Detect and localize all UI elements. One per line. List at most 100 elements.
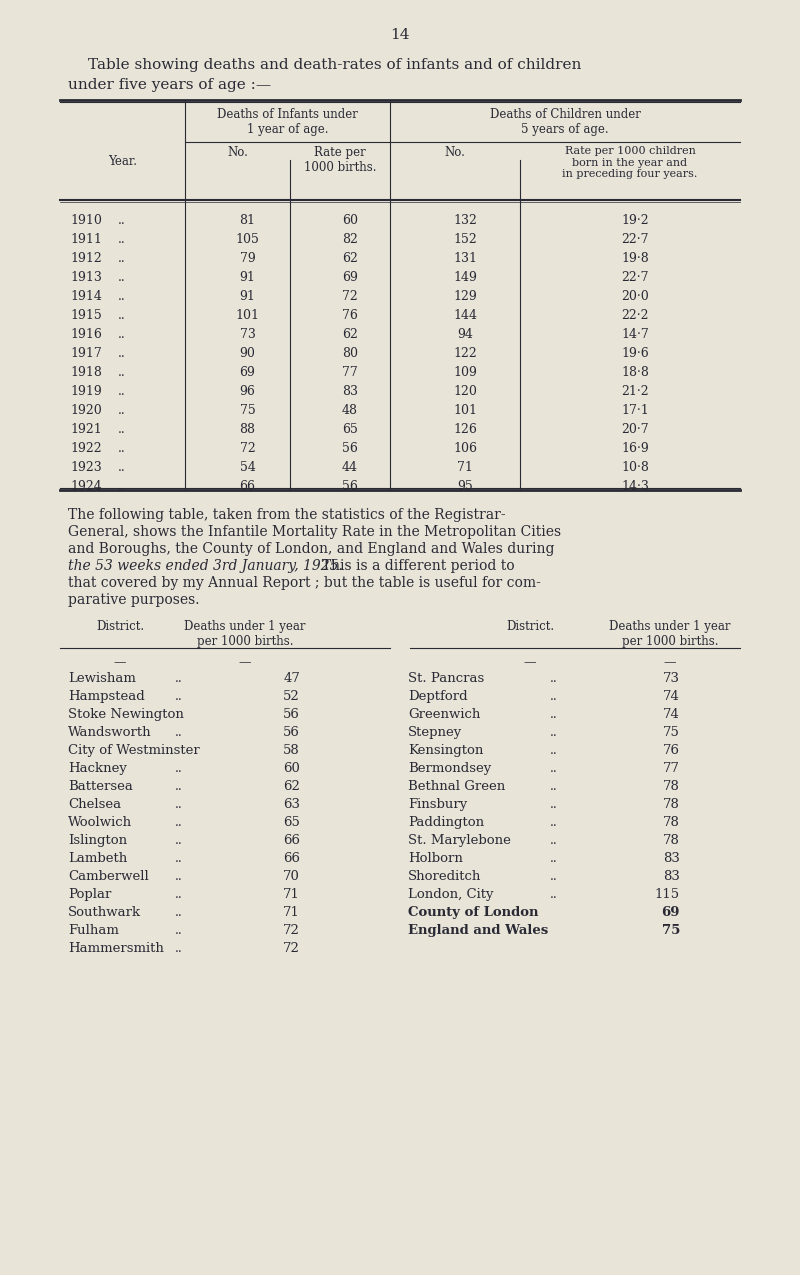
Text: 129: 129 (453, 289, 477, 303)
Text: 1919: 1919 (70, 385, 102, 398)
Text: 83: 83 (663, 852, 680, 864)
Text: England and Wales: England and Wales (408, 924, 548, 937)
Text: 69: 69 (342, 272, 358, 284)
Text: Deaths of Children under
5 years of age.: Deaths of Children under 5 years of age. (490, 108, 641, 136)
Text: ..: .. (118, 385, 126, 398)
Text: 62: 62 (342, 328, 358, 340)
Text: Islington: Islington (68, 834, 127, 847)
Text: 105: 105 (235, 233, 259, 246)
Text: 56: 56 (342, 479, 358, 493)
Text: Finsbury: Finsbury (408, 798, 467, 811)
Text: 82: 82 (342, 233, 358, 246)
Text: Stoke Newington: Stoke Newington (68, 708, 184, 720)
Text: ..: .. (175, 816, 182, 829)
Text: 75: 75 (663, 725, 680, 739)
Text: Hackney: Hackney (68, 762, 127, 775)
Text: 56: 56 (342, 442, 358, 455)
Text: 74: 74 (663, 708, 680, 720)
Text: ..: .. (175, 780, 182, 793)
Text: 1910: 1910 (70, 214, 102, 227)
Text: Fulham: Fulham (68, 924, 119, 937)
Text: Southwark: Southwark (68, 907, 141, 919)
Text: ..: .. (175, 725, 182, 739)
Text: No.: No. (445, 147, 466, 159)
Text: 79: 79 (240, 252, 255, 265)
Text: 58: 58 (283, 745, 300, 757)
Text: Table showing deaths and death-rates of infants and of children: Table showing deaths and death-rates of … (88, 57, 582, 71)
Text: ..: .. (118, 272, 126, 284)
Text: 144: 144 (453, 309, 477, 323)
Text: 19·2: 19·2 (621, 214, 649, 227)
Text: 101: 101 (453, 404, 477, 417)
Text: ..: .. (550, 725, 558, 739)
Text: 19·8: 19·8 (621, 252, 649, 265)
Text: Stepney: Stepney (408, 725, 462, 739)
Text: Deaths under 1 year
per 1000 births.: Deaths under 1 year per 1000 births. (184, 620, 306, 648)
Text: Greenwich: Greenwich (408, 708, 480, 720)
Text: 1920: 1920 (70, 404, 102, 417)
Text: ..: .. (118, 252, 126, 265)
Text: Lambeth: Lambeth (68, 852, 127, 864)
Text: 91: 91 (239, 289, 255, 303)
Text: 60: 60 (283, 762, 300, 775)
Text: 60: 60 (342, 214, 358, 227)
Text: 20·7: 20·7 (621, 423, 649, 436)
Text: Holborn: Holborn (408, 852, 463, 864)
Text: ..: .. (550, 762, 558, 775)
Text: ..: .. (118, 309, 126, 323)
Text: 70: 70 (283, 870, 300, 884)
Text: Woolwich: Woolwich (68, 816, 132, 829)
Text: 1912: 1912 (70, 252, 102, 265)
Text: 1911: 1911 (70, 233, 102, 246)
Text: London, City: London, City (408, 887, 494, 901)
Text: 101: 101 (235, 309, 259, 323)
Text: The following table, taken from the statistics of the Registrar-: The following table, taken from the stat… (68, 507, 506, 521)
Text: 90: 90 (239, 347, 255, 360)
Text: 95: 95 (457, 479, 473, 493)
Text: ..: .. (550, 708, 558, 720)
Text: 126: 126 (453, 423, 477, 436)
Text: 1914: 1914 (70, 289, 102, 303)
Text: Lewisham: Lewisham (68, 672, 136, 685)
Text: ..: .. (118, 233, 126, 246)
Text: General, shows the Infantile Mortality Rate in the Metropolitan Cities: General, shows the Infantile Mortality R… (68, 525, 561, 539)
Text: 88: 88 (239, 423, 255, 436)
Text: 14·7: 14·7 (621, 328, 649, 340)
Text: Poplar: Poplar (68, 887, 111, 901)
Text: ..: .. (175, 762, 182, 775)
Text: ..: .. (118, 366, 126, 379)
Text: 1923: 1923 (70, 462, 102, 474)
Text: County of London: County of London (408, 907, 538, 919)
Text: 72: 72 (283, 924, 300, 937)
Text: 56: 56 (283, 708, 300, 720)
Text: 54: 54 (239, 462, 255, 474)
Text: Year.: Year. (108, 156, 137, 168)
Text: 10·8: 10·8 (621, 462, 649, 474)
Text: ..: .. (175, 690, 182, 703)
Text: Rate per 1000 children
born in the year and
in preceding four years.: Rate per 1000 children born in the year … (562, 147, 698, 180)
Text: 115: 115 (655, 887, 680, 901)
Text: 66: 66 (283, 852, 300, 864)
Text: 1915: 1915 (70, 309, 102, 323)
Text: 1916: 1916 (70, 328, 102, 340)
Text: Battersea: Battersea (68, 780, 133, 793)
Text: and Boroughs, the County of London, and England and Wales during: and Boroughs, the County of London, and … (68, 542, 554, 556)
Text: ..: .. (550, 672, 558, 685)
Text: 1917: 1917 (70, 347, 102, 360)
Text: 48: 48 (342, 404, 358, 417)
Text: 75: 75 (662, 924, 680, 937)
Text: 83: 83 (342, 385, 358, 398)
Text: ..: .. (118, 328, 126, 340)
Text: Bethnal Green: Bethnal Green (408, 780, 506, 793)
Text: 96: 96 (239, 385, 255, 398)
Text: 14: 14 (390, 28, 410, 42)
Text: 63: 63 (283, 798, 300, 811)
Text: Deptford: Deptford (408, 690, 468, 703)
Text: ..: .. (175, 672, 182, 685)
Text: 66: 66 (283, 834, 300, 847)
Text: ..: .. (550, 870, 558, 884)
Text: 1918: 1918 (70, 366, 102, 379)
Text: 131: 131 (453, 252, 477, 265)
Text: Kensington: Kensington (408, 745, 483, 757)
Text: 71: 71 (283, 907, 300, 919)
